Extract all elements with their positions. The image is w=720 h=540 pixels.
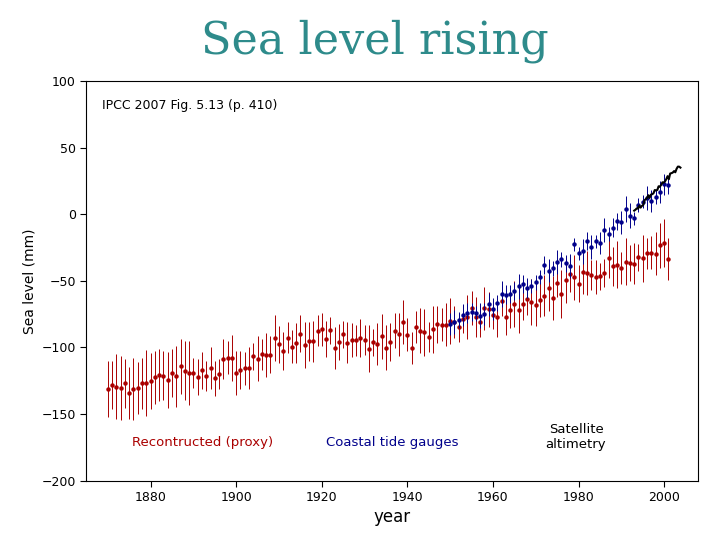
Text: IPCC 2007 Fig. 5.13 (p. 410): IPCC 2007 Fig. 5.13 (p. 410) xyxy=(102,99,277,112)
Text: Sea level rising: Sea level rising xyxy=(201,19,548,63)
Text: Coastal tide gauges: Coastal tide gauges xyxy=(326,436,459,449)
Y-axis label: Sea level (mm): Sea level (mm) xyxy=(22,228,36,334)
Text: Satellite
altimetry: Satellite altimetry xyxy=(546,423,606,451)
Text: Recontructed (proxy): Recontructed (proxy) xyxy=(132,436,274,449)
X-axis label: year: year xyxy=(374,508,411,526)
